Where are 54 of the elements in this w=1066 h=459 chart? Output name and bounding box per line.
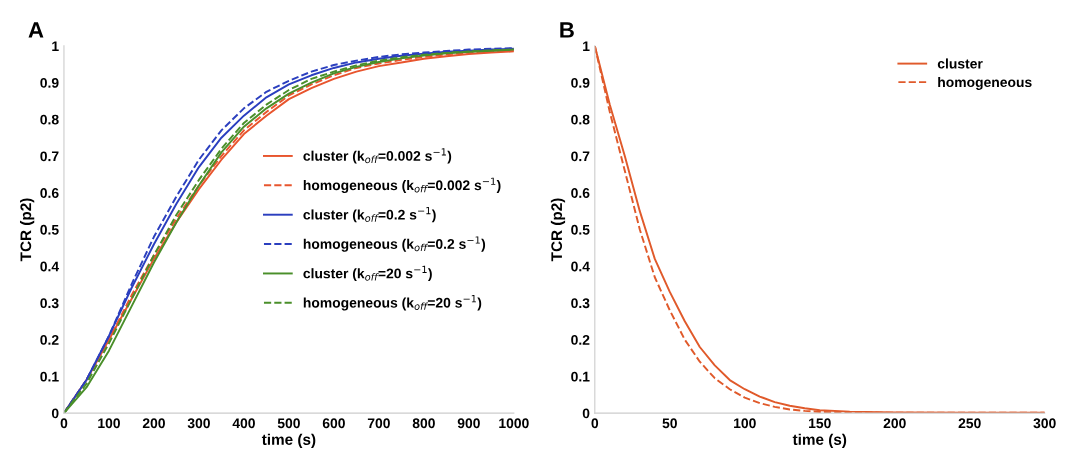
legend-label: cluster (k$_{off}$=0.2 s$^{−1}$) [303, 207, 436, 223]
x-axis-title: time (s) [261, 433, 316, 448]
legend-label: homogeneous (k$_{off}$=0.2 s$^{−1}$) [303, 236, 486, 252]
y-tick-label: 0.6 [40, 188, 59, 198]
legend-label: homogeneous [938, 76, 1032, 90]
y-tick-label: 0.8 [571, 114, 590, 125]
y-tick-label: 0.4 [571, 261, 590, 272]
legend-label: homogeneous (k$_{off}$=0.002 s$^{−1}$) [303, 177, 501, 193]
y-tick-label: 0.2 [40, 334, 59, 345]
x-tick-label: 0 [60, 418, 68, 429]
x-tick-label: 900 [457, 418, 480, 429]
x-tick-label: 50 [662, 418, 677, 429]
x-tick-label: 600 [322, 418, 345, 429]
y-tick-label: 0.7 [571, 151, 590, 162]
y-tick-label: 0.5 [40, 224, 59, 235]
x-tick-label: 400 [232, 418, 255, 429]
x-tick-label: 300 [1033, 418, 1056, 429]
x-tick-label: 300 [187, 418, 210, 429]
y-tick-label: 0.6 [571, 188, 590, 198]
y-tick-label: 0.1 [571, 371, 590, 382]
y-axis-title: TCR (p2) [20, 198, 35, 262]
x-tick-label: 200 [883, 418, 906, 429]
x-tick-label: 1000 [499, 418, 529, 429]
y-tick-label: 0.7 [40, 151, 59, 162]
x-tick-label: 0 [591, 418, 599, 429]
x-tick-label: 150 [809, 418, 831, 429]
y-tick-label: 0.3 [571, 298, 590, 309]
y-tick-label: 0.2 [571, 334, 590, 345]
y-axis-title: TCR (p2) [550, 198, 566, 262]
y-tick-label: 0.5 [571, 224, 590, 235]
x-axis-title: time (s) [792, 433, 847, 448]
legend-label: cluster [937, 58, 983, 69]
y-tick-label: 0.9 [571, 77, 590, 88]
y-tick-label: 0 [582, 408, 590, 419]
x-tick-label: 700 [367, 418, 390, 429]
x-tick-label: 500 [277, 418, 300, 429]
y-tick-label: 0.9 [40, 77, 59, 88]
chart-title: B [560, 22, 574, 38]
legend-label: cluster (k$_{off}$=0.002 s$^{−1}$) [303, 148, 452, 164]
x-tick-label: 250 [958, 418, 981, 429]
x-tick-label: 200 [142, 418, 165, 429]
x-tick-label: 100 [98, 418, 120, 429]
y-tick-label: 1 [583, 41, 590, 51]
y-tick-label: 0 [51, 408, 59, 419]
legend-label: homogeneous (k$_{off}$=20 s$^{−1}$) [303, 295, 482, 311]
x-tick-label: 100 [734, 418, 756, 429]
y-tick-label: 0.1 [40, 371, 59, 382]
y-tick-label: 0.4 [40, 261, 60, 272]
chart-title: A [28, 22, 44, 38]
y-tick-label: 0.8 [40, 114, 59, 125]
legend-label: cluster (k$_{off}$=20 s$^{−1}$) [303, 265, 432, 282]
x-tick-label: 800 [412, 418, 435, 429]
y-tick-label: 0.3 [40, 298, 59, 309]
y-tick-label: 1 [52, 41, 59, 51]
